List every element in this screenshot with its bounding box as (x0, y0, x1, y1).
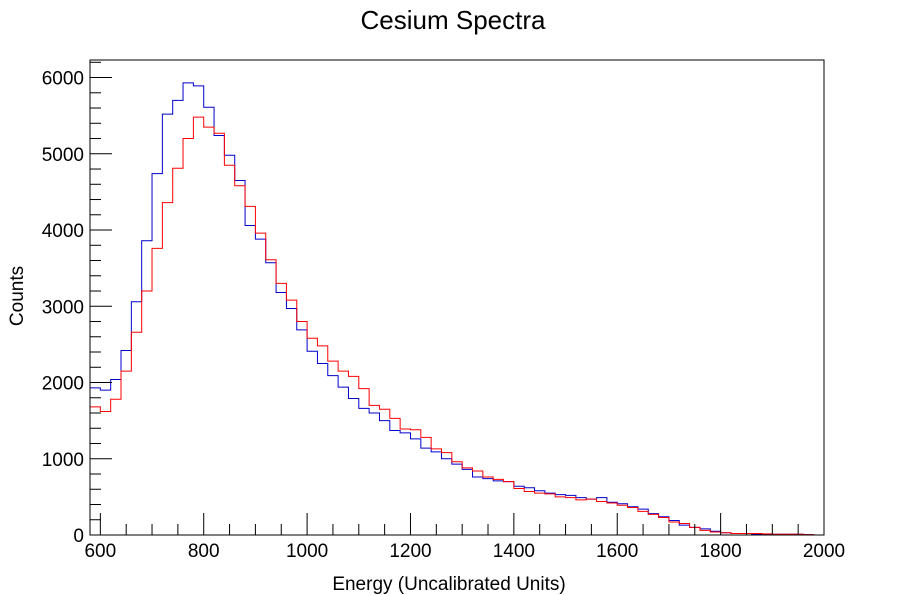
y-tick-label: 4000 (42, 221, 84, 242)
x-tick-label: 1400 (493, 541, 535, 562)
x-tick-label: 1000 (286, 541, 328, 562)
y-tick-label: 6000 (42, 69, 84, 90)
series-layer (90, 82, 824, 536)
x-tick-label: 2000 (803, 541, 845, 562)
y-axis-title: Counts (7, 266, 28, 326)
series-line-1 (90, 82, 824, 536)
series-line-2 (90, 116, 824, 536)
x-tick-label: 1800 (699, 541, 741, 562)
chart-title: Cesium Spectra (361, 5, 546, 35)
x-tick-label: 1600 (596, 541, 638, 562)
x-tick-label: 600 (84, 541, 116, 562)
y-tick-label: 3000 (42, 297, 84, 318)
x-axis-title: Energy (Uncalibrated Units) (332, 574, 565, 595)
axis-layer: 600 800 1000 1200 1400 1600 1800 2000 0 1000 2000 3… (42, 61, 845, 562)
plot-frame (89, 59, 825, 536)
y-tick-label: 5000 (42, 145, 84, 166)
y-tick-label: 1000 (42, 450, 84, 471)
y-tick-label: 0 (73, 526, 84, 547)
x-tick-label: 1200 (389, 541, 431, 562)
y-tick-label: 2000 (42, 374, 84, 395)
x-tick-label: 800 (188, 541, 220, 562)
